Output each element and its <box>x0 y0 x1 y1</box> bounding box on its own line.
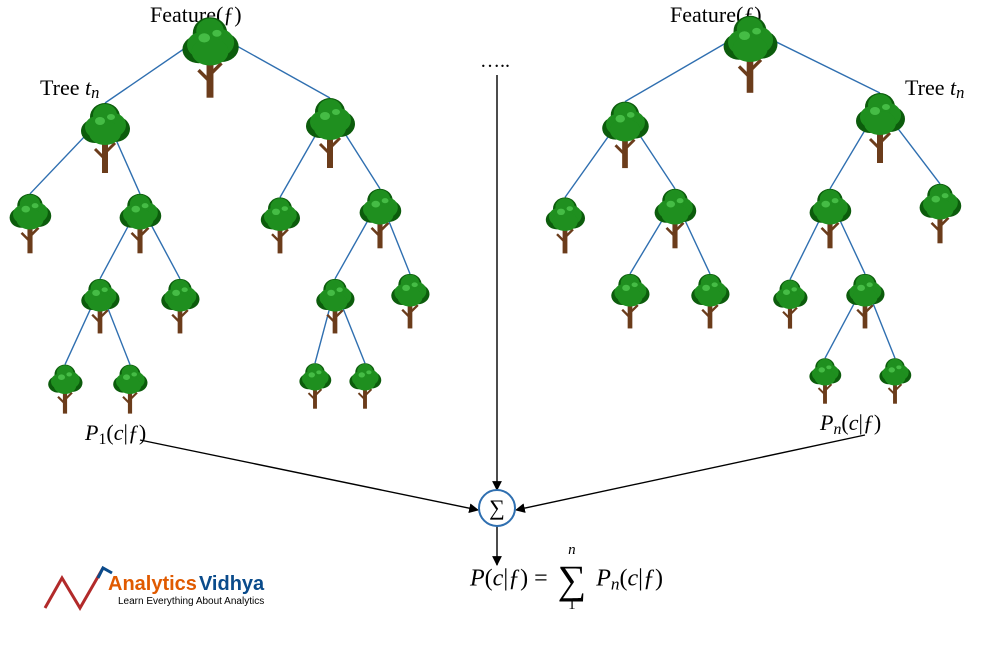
logo-brand1: Analytics <box>108 573 197 595</box>
tree-node-icon <box>842 269 889 330</box>
tree-node-icon <box>300 92 360 170</box>
tree-node-icon <box>805 184 856 250</box>
sum-node: ∑ <box>478 489 516 527</box>
p-right-label: Pn(c|ƒ) <box>820 410 881 439</box>
svg-text:AnalyticsVidhya: AnalyticsVidhya <box>108 573 265 595</box>
tree-node-icon <box>115 189 166 255</box>
logo-svg: AnalyticsVidhya Learn Everything About A… <box>40 560 270 620</box>
tree-node-icon <box>5 189 56 255</box>
edges-layer <box>0 0 994 645</box>
tree-node-icon <box>850 87 910 165</box>
tree-node-icon <box>769 275 811 330</box>
tree-node-icon <box>157 274 204 335</box>
tree-node-icon <box>806 354 845 405</box>
analytics-vidhya-logo: AnalyticsVidhya Learn Everything About A… <box>40 560 270 620</box>
dots-label: ….. <box>480 50 510 73</box>
tree-node-icon <box>915 179 966 245</box>
tree-node-icon <box>597 96 654 170</box>
tree-left-label: Tree tn <box>40 75 99 103</box>
tree-node-icon <box>77 274 124 335</box>
tree-node-icon <box>75 97 135 175</box>
tree-node-icon <box>109 360 151 415</box>
tree-node-icon <box>607 269 654 330</box>
tree-node-icon <box>876 354 915 405</box>
tree-node-icon <box>355 184 406 250</box>
tree-node-icon <box>312 274 359 335</box>
feature-left-label: Feature(ƒ) <box>150 2 242 28</box>
tree-node-icon <box>256 193 304 255</box>
diagram-canvas: Feature(ƒ) Feature(ƒ) Tree tn Tree tn ….… <box>0 0 994 645</box>
result-formula: P(c|ƒ) = n ∑ 1 Pn(c|ƒ) <box>470 560 663 600</box>
sum-symbol: ∑ <box>489 495 505 520</box>
tree-node-icon <box>44 360 86 415</box>
tree-node-icon <box>687 269 734 330</box>
tree-node-icon <box>296 359 335 410</box>
p-left-label: P1(c|ƒ) <box>85 420 146 449</box>
logo-brand2: Vidhya <box>199 573 265 595</box>
feature-right-label: Feature(ƒ) <box>670 2 762 28</box>
tree-right-label: Tree tn <box>905 75 964 103</box>
tree-node-icon <box>650 184 701 250</box>
tree-node-icon <box>346 359 385 410</box>
tree-node-icon <box>387 269 434 330</box>
tree-node-icon <box>541 193 589 255</box>
logo-tagline: Learn Everything About Analytics <box>118 596 264 607</box>
